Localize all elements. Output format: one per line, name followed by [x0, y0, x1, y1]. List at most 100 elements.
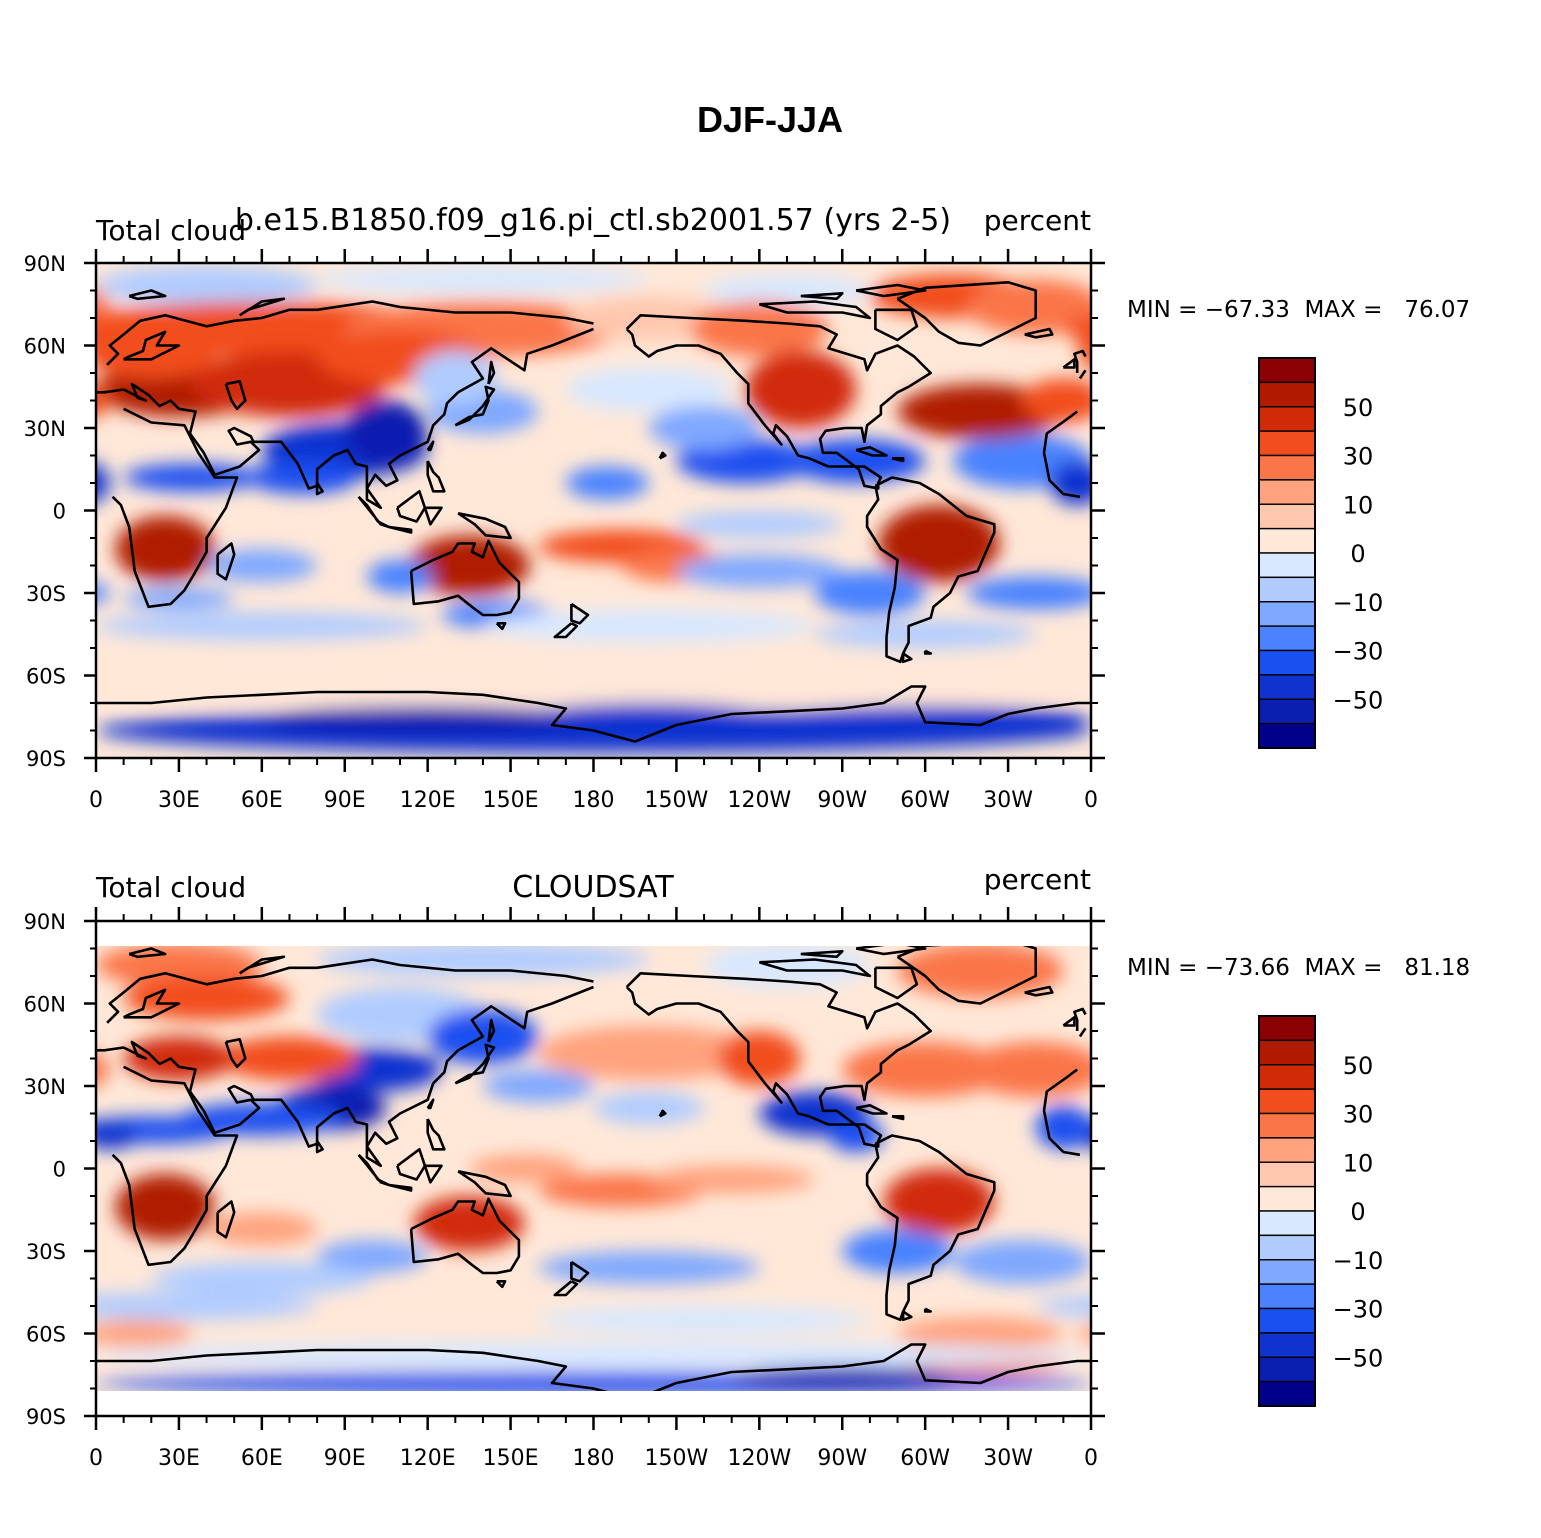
field-blob: [96, 290, 110, 324]
colorbar-cloudsat: 50 30 10 0 −10 −30 −50: [1258, 1015, 1384, 1407]
field-blob: [538, 1025, 760, 1081]
colorbar-label: 10: [1343, 491, 1374, 519]
colorbar-model: 50 30 10 0 −10 −30 −50: [1258, 357, 1384, 749]
colorbar-box: [1258, 601, 1316, 627]
colorbar-label: −50: [1333, 686, 1384, 714]
coastline: [1024, 985, 1054, 997]
colorbar-label: 30: [1343, 1101, 1374, 1129]
colorbar-box: [1258, 503, 1316, 530]
colorbar-box: [1258, 406, 1316, 432]
colorbar-box: [1258, 430, 1316, 457]
field-blob: [717, 1031, 801, 1086]
colorbar-box: [1258, 674, 1316, 700]
lat-tick-label: 30N: [24, 1075, 66, 1099]
lon-tick-label: 120E: [400, 1446, 456, 1471]
field-blob: [317, 1240, 428, 1273]
field-blob: [96, 1319, 193, 1348]
colorbar-box: [1258, 1380, 1316, 1407]
colorbar-box: [1258, 1356, 1316, 1383]
field-blob: [96, 265, 318, 305]
colorbar-box: [1258, 576, 1316, 603]
field-blob: [1077, 334, 1091, 368]
coastline: [896, 281, 1037, 347]
field-blob: [842, 1229, 953, 1273]
coastline: [625, 314, 932, 490]
lon-tick-label: 90E: [324, 788, 366, 813]
field-blob: [1049, 461, 1091, 505]
coastline: [1062, 358, 1076, 369]
lon-tick-label: 0: [89, 1446, 103, 1471]
cloud-field-model: [96, 265, 1091, 753]
field-blob: [676, 439, 815, 483]
lat-tick-label: 0: [53, 500, 66, 524]
center-title-model: b.e15.B1850.f09_g16.pi_ctl.sb2001.57 (yr…: [235, 203, 951, 238]
coastlines-cloudsat: [96, 946, 1091, 1391]
field-blob: [96, 1121, 138, 1150]
colorbar-box: [1258, 698, 1316, 725]
coastline: [901, 652, 913, 664]
panel-model: 90N 60N 30N 0 30S 60S 90S 0 30E 60E 90E 120E 150E 180…: [24, 203, 1471, 813]
colorbar-box: [1258, 1259, 1316, 1285]
coastline: [123, 988, 181, 1019]
field-blob: [96, 1292, 318, 1320]
colorbar-box: [1258, 1210, 1316, 1237]
coastline: [426, 460, 446, 493]
field-blob: [482, 609, 815, 643]
field-blob: [96, 1053, 110, 1086]
lon-tick-label: 0: [1084, 1446, 1098, 1471]
coastline: [1062, 1016, 1076, 1027]
coastline: [1073, 349, 1087, 373]
lon-tick-label: 90W: [817, 788, 867, 813]
coastline: [457, 1170, 512, 1198]
coastline: [96, 1343, 1091, 1391]
field-blob: [123, 463, 262, 492]
field-blob: [593, 1091, 705, 1125]
field-blob: [814, 571, 926, 615]
coastline: [923, 649, 932, 655]
lon-tick-label: 30E: [158, 1446, 200, 1471]
field-blob: [952, 1240, 1091, 1284]
field-blob: [261, 705, 594, 734]
coastline: [1042, 1110, 1081, 1157]
minmax-model: MIN = −67.33 MAX = 76.07: [1127, 297, 1470, 323]
coastline: [855, 946, 927, 956]
field-blob: [966, 576, 1091, 610]
field-blob: [96, 675, 1091, 709]
lon-tick-label: 120W: [727, 1446, 791, 1471]
coastline: [238, 297, 286, 317]
coastline: [891, 457, 905, 463]
colorbar-box: [1258, 1185, 1316, 1212]
coastline: [426, 1098, 435, 1110]
coastline: [315, 482, 324, 496]
field-blob: [878, 505, 1000, 582]
field-blob: [96, 612, 428, 640]
coastline: [891, 1115, 905, 1121]
coastline: [855, 283, 927, 298]
colorbar-frame: [1258, 1015, 1316, 1407]
coastline: [658, 451, 667, 460]
coastline: [423, 506, 443, 526]
field-blob: [344, 400, 428, 467]
field-blob: [317, 946, 649, 976]
coastline: [224, 1038, 247, 1069]
coastline: [315, 1140, 324, 1154]
colorbar-label: −10: [1333, 1247, 1384, 1275]
field-blob: [538, 1251, 760, 1284]
field-blob: [966, 1042, 1091, 1097]
field-blob: [731, 1366, 953, 1389]
lat-tick-label: 0: [53, 1158, 66, 1182]
field-blob: [1035, 1295, 1091, 1317]
lon-tick-label: 60E: [241, 1446, 283, 1471]
field-blob: [408, 535, 530, 596]
colorbar-label: 50: [1343, 1052, 1374, 1080]
colorbar-label: −50: [1333, 1344, 1384, 1372]
colorbar-box: [1258, 1064, 1316, 1090]
field-blob: [151, 1262, 373, 1295]
colorbar-box: [1258, 1015, 1316, 1042]
coastline: [106, 300, 594, 366]
lon-tick-label: 30W: [983, 1446, 1033, 1471]
coastline: [855, 1104, 888, 1115]
lon-tick-label: 90W: [817, 1446, 867, 1471]
coastline: [923, 1307, 932, 1313]
coastline: [625, 972, 932, 1148]
